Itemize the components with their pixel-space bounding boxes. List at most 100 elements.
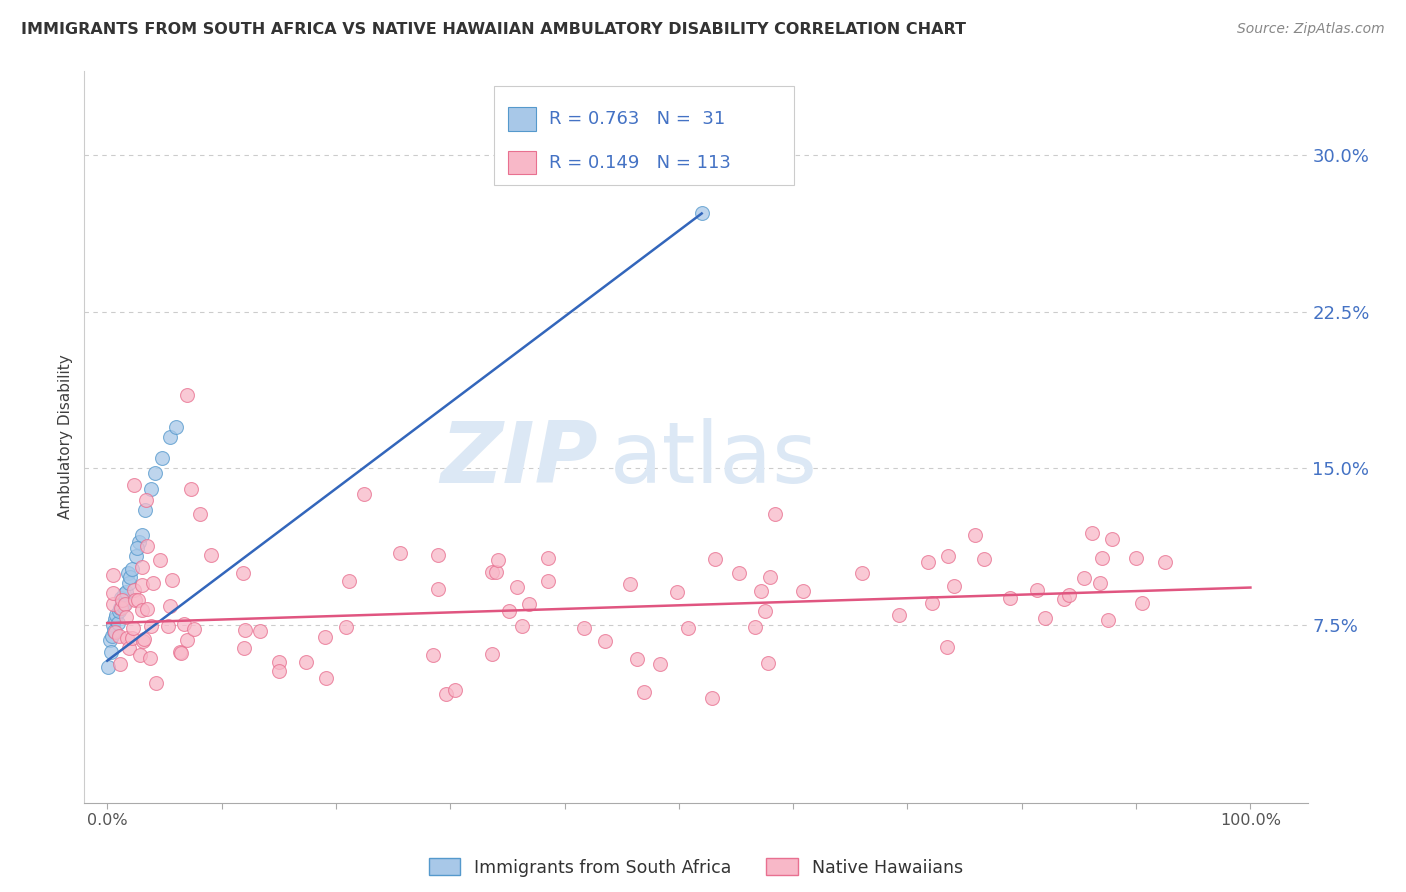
Point [1154, 555, 1177, 569]
Point [1081, 525, 1104, 540]
Point [176, 632, 198, 647]
Point [159, 599, 181, 613]
Point [110, 591, 132, 605]
Point [751, 584, 773, 599]
FancyBboxPatch shape [508, 151, 536, 175]
Point [936, 549, 959, 564]
FancyBboxPatch shape [494, 86, 794, 185]
Point [744, 620, 766, 634]
Point [101, 618, 124, 632]
Point [1057, 588, 1080, 602]
Point [100, 645, 122, 659]
Point [145, 675, 167, 690]
Y-axis label: Ambulatory Disability: Ambulatory Disability [58, 355, 73, 519]
Point [921, 596, 943, 610]
Point [537, 574, 560, 589]
Point [135, 539, 157, 553]
Point [537, 551, 560, 566]
Point [112, 587, 135, 601]
Point [1033, 611, 1056, 625]
Point [142, 575, 165, 590]
Point [104, 624, 127, 639]
Point [269, 664, 291, 678]
Point [335, 619, 357, 633]
Point [157, 619, 180, 633]
Point [1091, 551, 1114, 566]
Point [678, 621, 700, 635]
Point [267, 655, 290, 669]
Point [110, 657, 132, 672]
Point [249, 624, 271, 639]
Point [101, 629, 124, 643]
Point [759, 570, 782, 584]
Point [122, 478, 145, 492]
Point [851, 566, 873, 580]
Text: R = 0.149   N = 113: R = 0.149 N = 113 [550, 153, 731, 172]
Point [200, 548, 222, 562]
Point [704, 552, 727, 566]
Point [111, 597, 134, 611]
Point [134, 632, 156, 647]
Point [112, 599, 135, 614]
Point [593, 634, 616, 648]
Point [481, 647, 503, 661]
Point [114, 610, 136, 624]
Text: ZIP: ZIP [440, 417, 598, 500]
Point [973, 552, 995, 566]
Point [176, 388, 198, 402]
Point [131, 603, 153, 617]
Point [314, 630, 336, 644]
Point [169, 645, 191, 659]
Point [337, 574, 360, 589]
Point [506, 580, 529, 594]
Point [110, 601, 132, 615]
Point [160, 573, 183, 587]
Legend: Immigrants from South Africa, Native Hawaiians: Immigrants from South Africa, Native Haw… [425, 854, 967, 882]
Point [124, 593, 146, 607]
Point [108, 601, 131, 615]
Point [98, 632, 121, 647]
Point [101, 598, 124, 612]
Point [134, 503, 156, 517]
Point [131, 528, 153, 542]
Point [1097, 614, 1119, 628]
Point [114, 597, 136, 611]
Point [763, 507, 786, 521]
Point [125, 541, 148, 555]
Point [120, 570, 142, 584]
Point [107, 629, 129, 643]
Point [114, 584, 136, 599]
Point [426, 548, 449, 562]
Point [105, 607, 128, 622]
Point [1101, 532, 1123, 546]
Point [626, 652, 648, 666]
Point [756, 657, 779, 671]
Point [107, 616, 129, 631]
Point [232, 566, 254, 580]
Point [127, 592, 149, 607]
Point [353, 486, 375, 500]
Point [963, 527, 986, 541]
Point [1130, 596, 1153, 610]
Point [131, 578, 153, 592]
Point [115, 631, 138, 645]
Point [1026, 583, 1049, 598]
Point [143, 466, 166, 480]
Point [101, 585, 124, 599]
Point [170, 646, 193, 660]
Point [517, 597, 540, 611]
Point [117, 566, 139, 580]
Point [111, 593, 134, 607]
Point [132, 634, 155, 648]
Point [97, 660, 120, 674]
Text: IMMIGRANTS FROM SOUTH AFRICA VS NATIVE HAWAIIAN AMBULATORY DISABILITY CORRELATIO: IMMIGRANTS FROM SOUTH AFRICA VS NATIVE H… [21, 22, 966, 37]
Text: Source: ZipAtlas.com: Source: ZipAtlas.com [1237, 22, 1385, 37]
Point [486, 552, 509, 566]
FancyBboxPatch shape [508, 107, 536, 130]
Point [121, 562, 143, 576]
Point [481, 565, 503, 579]
Point [233, 641, 256, 656]
Point [118, 640, 141, 655]
Point [1000, 591, 1022, 605]
Point [122, 621, 145, 635]
